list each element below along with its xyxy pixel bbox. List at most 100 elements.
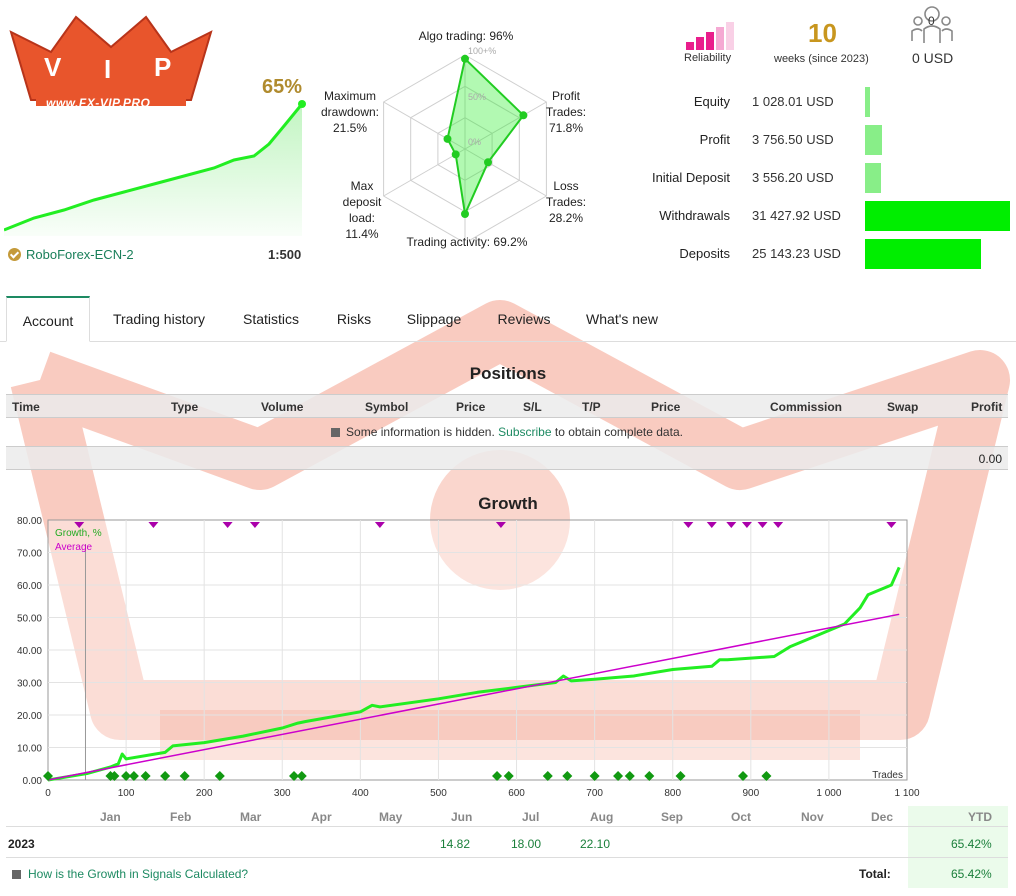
trade-marker — [43, 771, 53, 781]
month-label: Apr — [311, 810, 332, 824]
col-type: Type — [171, 400, 199, 414]
col-price-close: Price — [651, 400, 681, 414]
deposit-marker — [249, 522, 260, 528]
stat-value: 3 756.50 USD — [752, 132, 834, 147]
deposit-marker — [886, 522, 897, 528]
trade-marker — [589, 771, 600, 781]
tab-risks[interactable]: Risks — [336, 311, 372, 327]
tab-statistics[interactable]: Statistics — [242, 311, 299, 327]
col-tp: T/P — [582, 400, 601, 414]
stat-value: 31 427.92 USD — [752, 208, 841, 223]
trade-marker — [675, 771, 686, 781]
stat-bar — [865, 201, 1010, 231]
radar-point — [461, 210, 469, 218]
trade-marker — [624, 771, 635, 781]
x-tick-label: 800 — [664, 788, 681, 799]
positions-header: Time Type Volume Symbol Price S/L T/P Pr… — [6, 394, 1008, 418]
total-profit: 0.00 — [978, 452, 1002, 466]
x-tick-label: 600 — [508, 788, 525, 799]
x-tick-label: 700 — [586, 788, 603, 799]
broker-server[interactable]: RoboForex-ECN-2 — [8, 247, 134, 262]
stat-value: 3 556.20 USD — [752, 170, 834, 185]
growth-help-link[interactable]: How is the Growth in Signals Calculated? — [28, 867, 249, 881]
radar-label-loss: Loss Trades: 28.2% — [545, 179, 587, 225]
y-tick-label: 50.00 — [17, 614, 42, 625]
deposit-marker — [726, 522, 737, 528]
stat-value: 1 028.01 USD — [752, 94, 834, 109]
tab-trading-history[interactable]: Trading history — [112, 311, 206, 327]
trade-marker — [492, 771, 503, 781]
tab-whats-new[interactable]: What's new — [586, 311, 658, 327]
deposit-marker — [757, 522, 768, 528]
deposit-marker — [773, 522, 784, 528]
verified-badge-icon — [8, 248, 21, 261]
y-tick-label: 0.00 — [23, 776, 43, 787]
month-label: Nov — [801, 810, 824, 824]
hidden-info-row: Some information is hidden. Subscribe to… — [6, 418, 1008, 446]
trade-marker — [160, 771, 171, 781]
trade-marker — [109, 771, 120, 781]
subscribe-link[interactable]: Subscribe — [498, 425, 552, 439]
trade-marker — [179, 771, 190, 781]
x-tick-label: 0 — [45, 788, 51, 799]
month-label: Feb — [170, 810, 192, 824]
col-time: Time — [12, 400, 40, 414]
col-volume: Volume — [261, 400, 304, 414]
tab-slippage[interactable]: Slippage — [406, 311, 462, 327]
tab-bar: Account Trading history Statistics Risks… — [0, 296, 1016, 342]
stat-label: Withdrawals — [659, 208, 730, 223]
mini-growth-chart — [4, 100, 306, 236]
positions-title: Positions — [469, 364, 547, 383]
deposit-marker — [222, 522, 233, 528]
deposit-marker — [683, 522, 694, 528]
hidden-text-after: to obtain complete data. — [554, 425, 683, 439]
trade-marker — [128, 771, 139, 781]
radar-axis — [383, 101, 466, 150]
trades-axis-label: Trades — [872, 770, 903, 781]
x-tick-label: 1 000 — [816, 788, 841, 799]
radar-axis — [383, 148, 466, 197]
trade-marker — [288, 771, 299, 781]
weeks-label: weeks (since 2023) — [774, 53, 869, 65]
stat-bar — [865, 163, 881, 193]
trade-marker — [542, 771, 553, 781]
leverage: 1:500 — [268, 247, 302, 262]
y-tick-label: 10.00 — [17, 744, 42, 755]
col-commission: Commission — [770, 400, 843, 414]
growth-footer: How is the Growth in Signals Calculated?… — [6, 860, 1008, 888]
broker-name: RoboForex-ECN-2 — [26, 247, 134, 262]
x-tick-label: 200 — [196, 788, 213, 799]
deposit-marker — [374, 522, 385, 528]
month-value-jul: 18.00 — [511, 837, 542, 851]
month-label: Sep — [661, 810, 684, 824]
logo-text: www.FX-VIP.PRO — [46, 96, 151, 110]
col-symbol: Symbol — [365, 400, 409, 414]
tab-reviews[interactable]: Reviews — [497, 311, 551, 327]
month-label: Dec — [871, 810, 894, 824]
trade-marker — [613, 771, 624, 781]
hidden-text: Some information is hidden. — [346, 425, 495, 439]
total-label: Total: — [859, 867, 891, 881]
svg-text:P: P — [154, 52, 171, 82]
ytd-label: YTD — [968, 810, 992, 824]
month-label: Mar — [240, 810, 262, 824]
trade-marker — [644, 771, 655, 781]
trade-marker — [121, 771, 132, 781]
radar-label-deposit-load: Max deposit load: 11.4% — [342, 179, 382, 241]
trade-marker — [761, 771, 772, 781]
radar-point — [461, 54, 469, 63]
growth-title: Growth — [478, 494, 538, 513]
stat-bar — [865, 239, 981, 269]
svg-text:V: V — [44, 52, 62, 82]
trade-marker — [140, 771, 151, 781]
stat-label: Initial Deposit — [651, 170, 730, 185]
month-label: Oct — [731, 810, 752, 824]
radar-point — [519, 111, 528, 120]
deposit-marker — [495, 522, 506, 528]
tab-account[interactable]: Account — [6, 296, 90, 342]
ytd-column — [908, 806, 1008, 888]
months-row: Jan Feb Mar Apr May Jun Jul Aug Sep Oct … — [0, 806, 1016, 826]
deposit-marker — [706, 522, 717, 528]
weeks-value: 10 — [808, 18, 837, 48]
x-tick-label: 100 — [118, 788, 135, 799]
